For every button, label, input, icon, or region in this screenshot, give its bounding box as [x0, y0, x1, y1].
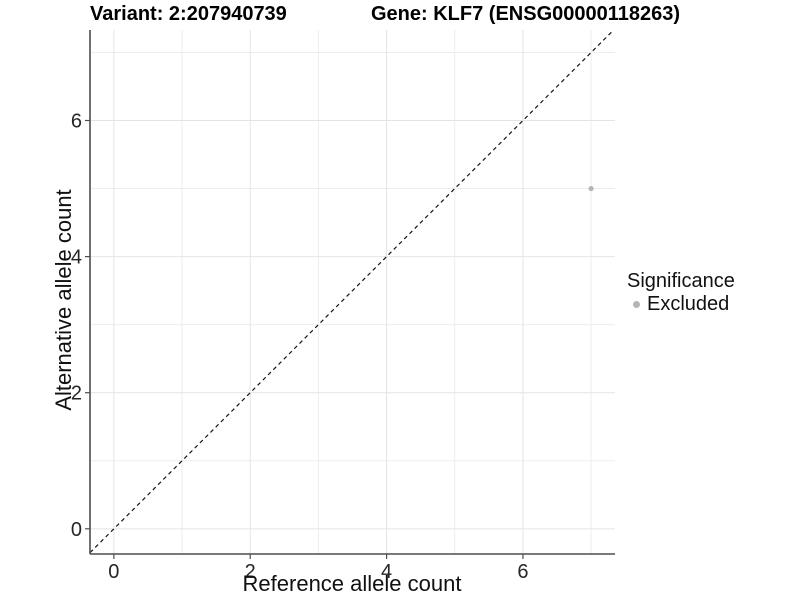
plot-title-gene: Gene: KLF7 (ENSG00000118263): [371, 3, 681, 25]
legend-title: Significance: [627, 270, 735, 292]
y-tick-label: 0: [71, 519, 82, 541]
data-point: [588, 185, 594, 192]
x-tick-label: 6: [517, 561, 528, 583]
identity-reference-line: [89, 29, 615, 554]
legend: Significance Excluded: [627, 270, 735, 315]
y-tick-label: 2: [71, 383, 82, 405]
y-tick-label: 4: [71, 247, 82, 269]
y-axis-title: Alternative allele count: [51, 189, 76, 411]
x-tick-label: 4: [381, 561, 392, 583]
x-tick-label: 0: [108, 561, 119, 583]
x-tick-label: 2: [245, 561, 256, 583]
y-tick-label: 6: [71, 111, 82, 133]
legend-entry-label: Excluded: [647, 292, 730, 315]
plot-title-variant: Variant: 2:207940739: [90, 3, 287, 25]
legend-entry: Excluded: [627, 293, 735, 315]
x-axis-title: Reference allele count: [242, 571, 462, 596]
legend-point-icon: [633, 300, 640, 308]
legend-entries: Excluded: [627, 293, 735, 315]
legend-key: [627, 300, 646, 308]
